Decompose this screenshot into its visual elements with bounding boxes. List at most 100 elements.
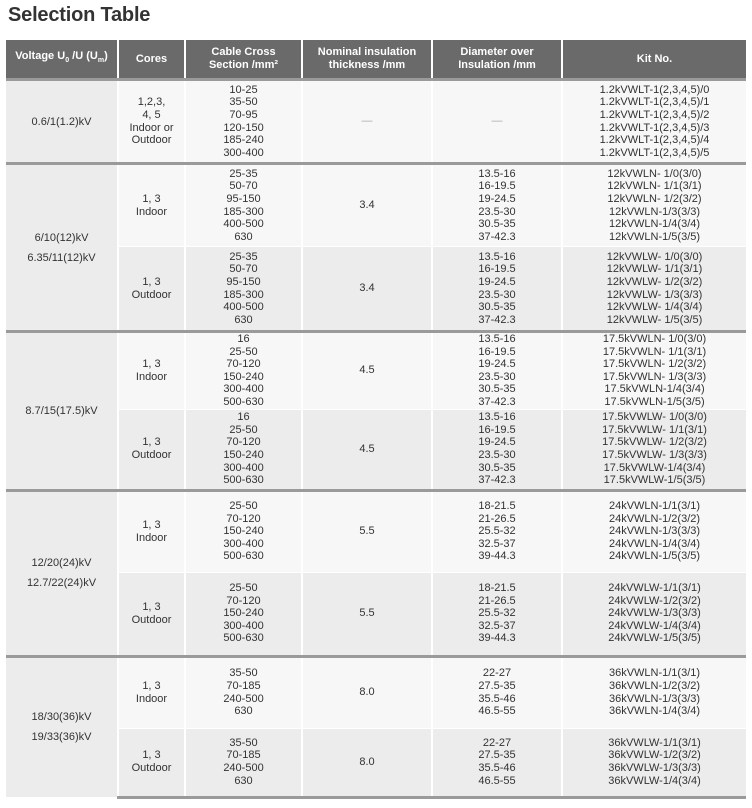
cross-section-value: 240-500 [223, 692, 264, 705]
cores-line: Indoor [135, 531, 168, 544]
cross-section-value: 25-35 [229, 167, 258, 180]
insulation-cell: 4.5 [301, 408, 432, 491]
kit-number: 36kVWLN-1/4(3/4) [608, 705, 701, 718]
header-voltage-sub0: 0 [65, 57, 70, 65]
kit-number: 1.2kVWLT-1(2,3,4,5)/5 [599, 146, 710, 159]
voltage-value: 8.7/15(17.5)kV [25, 404, 98, 417]
voltage-value: 0.6/1(1.2)kV [31, 115, 92, 128]
cross-section-cell: 10-25 35-50 70-95 120-150 185-240 300-400 [184, 78, 302, 164]
cross-section-value: 95-150 [226, 275, 261, 288]
cross-section-value: 240-500 [223, 762, 264, 775]
insulation-cell: 5.5 [301, 488, 432, 573]
kit-number: 24kVWLW-1/1(3/1) [608, 582, 701, 595]
table-row: 1, 3 Outdoor 25-35 50-70 95-150 185-300 400-50… [6, 246, 746, 332]
cross-section-value: 70-120 [226, 594, 261, 607]
cross-section-value: 25-50 [229, 500, 258, 513]
diameter-value: 23.5-30 [478, 205, 516, 218]
kit-number: 24kVWLN-1/4(3/4) [608, 537, 701, 550]
cross-section-value: 150-240 [223, 449, 264, 462]
cores-line: Indoor [135, 370, 168, 383]
cross-section-value: 25-50 [229, 423, 258, 436]
kit-number: 12kVWLW- 1/3(3/3) [606, 288, 703, 301]
diameter-value: 30.5-35 [478, 383, 516, 396]
cross-section-value: 25-35 [229, 250, 258, 263]
cross-section-value: 500-630 [223, 632, 264, 645]
kit-number: 36kVWLN-1/3(3/3) [608, 692, 701, 705]
diameter-value: 37-42.3 [478, 230, 516, 243]
cross-section-value: 185-300 [223, 288, 264, 301]
cores-cell: 1, 3 Outdoor [117, 727, 185, 799]
diameter-value: 21-26.5 [478, 594, 516, 607]
kit-number: 36kVWLN-1/2(3/2) [608, 679, 701, 692]
kit-cell: 1.2kVWLT-1(2,3,4,5)/0 1.2kVWLT-1(2,3,4,5)… [561, 78, 746, 164]
cross-section-value: 35-50 [229, 736, 258, 749]
voltage-value: 18/30(36)kV [31, 711, 92, 724]
cores-line: Indoor [135, 692, 168, 705]
diameter-value: 22-27 [482, 736, 512, 749]
cross-section-value: 70-120 [226, 358, 261, 371]
diameter-cell: 22-27 27.5-35 35.5-46 46.5-55 [431, 727, 562, 799]
voltage-value: 19/33(36)kV [31, 731, 92, 744]
cores-cell: 1, 3 Indoor [117, 162, 185, 247]
voltage-value: 12/20(24)kV [31, 557, 92, 570]
cores-line: Indoor [135, 205, 168, 218]
kit-number: 24kVWLW-1/2(3/2) [608, 594, 701, 607]
diameter-value: 19-24.5 [478, 275, 516, 288]
diameter-value: 27.5-35 [478, 749, 516, 762]
cross-section-cell: 25-35 50-70 95-150 185-300 400-500 630 [184, 162, 302, 247]
kit-number: 17.5kVWLN-1/4(3/4) [604, 383, 705, 396]
cross-section-value: 500-630 [223, 474, 264, 487]
insulation-cell: — [301, 78, 432, 164]
cross-section-value: 630 [234, 774, 253, 787]
page-title: Selection Table [8, 4, 151, 26]
cross-section-value: 35-50 [229, 96, 258, 109]
voltage-cell: 8.7/15(17.5)kV [6, 330, 118, 491]
table-row: 0.6/1(1.2)kV 1,2,3, 4, 5 Indoor or Outdoor 10… [6, 78, 746, 164]
header-cores: Cores [117, 40, 185, 80]
cross-section-value: 70-95 [229, 108, 258, 121]
diameter-value: 30.5-35 [478, 461, 516, 474]
cross-section-value: 95-150 [226, 192, 261, 205]
header-voltage-text: Voltage U [15, 50, 66, 63]
cross-section-cell: 35-50 70-185 240-500 630 [184, 727, 302, 799]
diameter-value: 13.5-16 [478, 333, 516, 345]
diameter-value: 21-26.5 [478, 512, 516, 525]
kit-number: 1.2kVWLT-1(2,3,4,5)/2 [599, 108, 710, 121]
diameter-cell: 13.5-16 16-19.5 19-24.5 23.5-30 30.5-35 37-42… [431, 408, 562, 491]
cross-section-value: 300-400 [223, 146, 264, 159]
cross-section-cell: 16 25-50 70-120 150-240 300-400 500-630 [184, 330, 302, 410]
cores-cell: 1, 3 Indoor [117, 330, 185, 410]
cross-section-value: 25-50 [229, 345, 258, 358]
kit-number: 24kVWLN-1/1(3/1) [608, 500, 701, 513]
cross-section-value: 630 [234, 230, 253, 243]
cross-section-value: 185-240 [223, 134, 264, 147]
header-diameter: Diameter over Insulation /mm [431, 40, 562, 80]
table-row: 12/20(24)kV 12.7/22(24)kV 1, 3 Indoor 25-50 7… [6, 488, 746, 657]
cross-section-value: 150-240 [223, 370, 264, 383]
kit-number: 17.5kVWLN-1/5(3/5) [604, 395, 705, 408]
cross-section-value: 70-185 [226, 679, 261, 692]
kit-number: 24kVWLN-1/5(3/5) [608, 550, 701, 563]
cross-section-value: 400-500 [223, 218, 264, 231]
insulation-cell: 5.5 [301, 571, 432, 657]
kit-cell: 36kVWLW-1/1(3/1) 36kVWLW-1/2(3/2) 36kVWLW-… [561, 727, 746, 799]
cross-section-cell: 35-50 70-185 240-500 630 [184, 654, 302, 729]
table-row: 1, 3 Outdoor 25-50 70-120 150-240 300-400 500-… [6, 571, 746, 657]
kit-number: 36kVWLN-1/1(3/1) [608, 667, 701, 680]
diameter-value: 46.5-55 [478, 774, 516, 787]
diameter-value: 16-19.5 [478, 345, 516, 358]
cores-cell: 1, 3 Outdoor [117, 571, 185, 657]
selection-table: Voltage U0 /U (Um) Cores Cable Cross Sect… [6, 40, 746, 799]
kit-number: 12kVWLN-1/4(3/4) [608, 218, 701, 231]
kit-number: 17.5kVWLN- 1/1(3/1) [602, 345, 707, 358]
diameter-value: 30.5-35 [478, 301, 516, 314]
cores-line: Outdoor [131, 134, 172, 147]
kit-number: 1.2kVWLT-1(2,3,4,5)/1 [599, 96, 710, 109]
diameter-value: 16-19.5 [478, 180, 516, 193]
diameter-value: 37-42.3 [478, 313, 516, 326]
cross-section-value: 300-400 [223, 461, 264, 474]
diameter-value: 19-24.5 [478, 358, 516, 371]
header-line: Cable Cross [211, 46, 276, 58]
header-voltage-text3: ) [104, 50, 108, 63]
diameter-cell: 18-21.5 21-26.5 25.5-32 32.5-37 39-44.3 [431, 571, 562, 657]
